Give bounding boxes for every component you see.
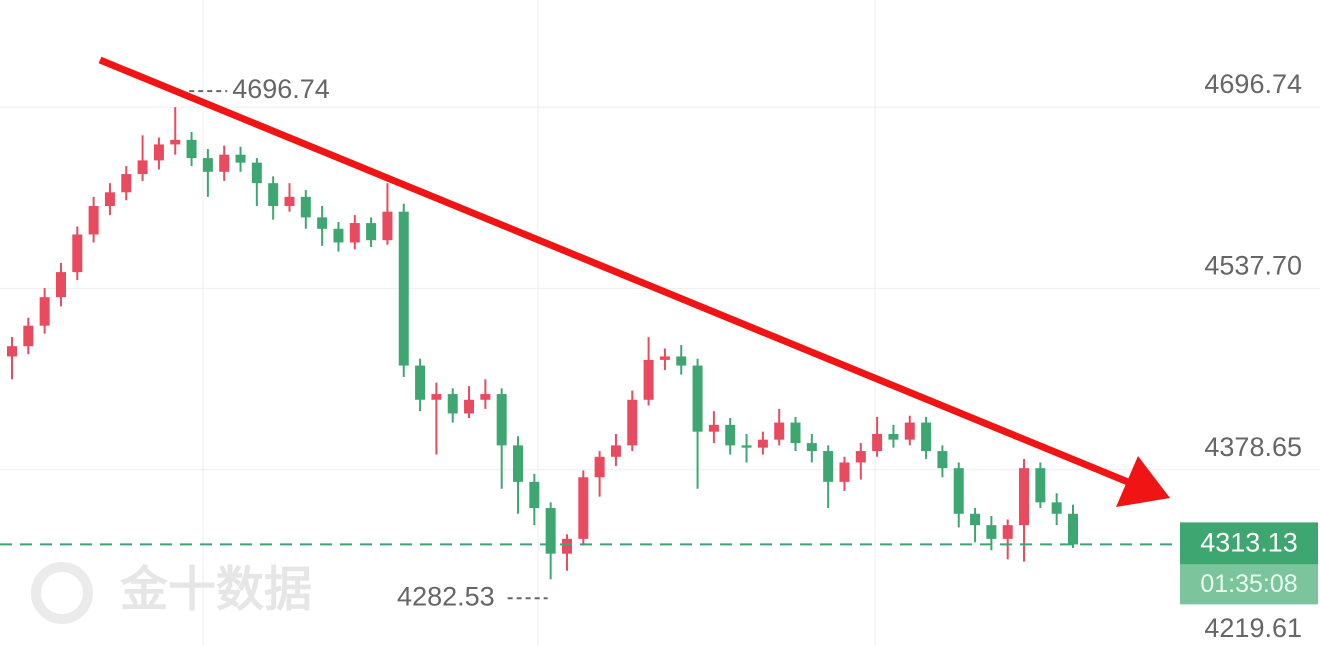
candles	[7, 107, 1078, 580]
candle-body	[1051, 502, 1062, 514]
candle-body	[480, 394, 491, 400]
y-tick-label: 4219.61	[1204, 613, 1302, 643]
candle-body	[545, 508, 556, 554]
candle-body	[937, 451, 948, 469]
candle-body	[88, 205, 99, 235]
candle-body	[986, 525, 997, 539]
arrow-head	[1116, 456, 1170, 507]
candle-body	[953, 468, 964, 514]
candle-body	[7, 346, 17, 357]
candle-body	[415, 365, 426, 400]
candle-body	[366, 223, 377, 241]
last-price-label: 4313.13	[1200, 528, 1298, 558]
candle-body	[904, 422, 915, 440]
candle-body	[970, 513, 981, 526]
candle-body	[382, 211, 393, 241]
candle-body	[692, 365, 703, 432]
candle-body	[251, 162, 262, 184]
trend-line	[98, 56, 1130, 486]
candle-body	[121, 174, 132, 193]
candle-body	[921, 422, 932, 452]
candle-body	[137, 160, 148, 175]
watermark: 金十数据	[119, 564, 312, 617]
candle-body	[72, 234, 83, 273]
candle-body	[300, 196, 311, 218]
candle-body	[806, 443, 817, 452]
last-price-box	[1180, 522, 1318, 565]
candle-body	[790, 422, 801, 444]
candle-body	[774, 422, 785, 440]
candle-body	[643, 359, 654, 400]
countdown-box	[1180, 564, 1318, 605]
candle-body	[186, 139, 197, 159]
candle-body	[349, 223, 360, 243]
watermark-group: 金十数据	[31, 562, 312, 624]
candle-body	[447, 394, 458, 414]
candle-body	[757, 439, 768, 448]
candle-body	[741, 445, 752, 448]
time-grid	[202, 0, 876, 646]
candle-body	[496, 394, 507, 446]
max-marker-label: 4696.74	[232, 74, 330, 104]
candle-body	[513, 445, 524, 482]
candle-body	[725, 424, 736, 446]
candle-body	[55, 272, 66, 298]
watermark-logo	[31, 562, 93, 624]
candle-body	[170, 139, 181, 145]
candle-body	[464, 399, 475, 414]
candle-body	[872, 433, 883, 452]
candle-body	[659, 356, 670, 360]
candle-body	[676, 356, 687, 366]
candle-body	[104, 192, 115, 206]
candle-body	[284, 196, 295, 206]
y-tick-label: 4696.74	[1204, 69, 1302, 99]
candle-body	[1035, 468, 1046, 503]
candle-body	[1019, 468, 1030, 526]
candle-body	[529, 481, 540, 509]
candle-body	[235, 154, 246, 163]
countdown: 01:35:08	[1200, 570, 1297, 598]
candle-body	[219, 154, 230, 172]
candle-body	[855, 451, 866, 463]
candle-body	[1068, 513, 1078, 545]
candle-body	[594, 456, 605, 478]
candle-body	[1002, 525, 1013, 539]
candle-body	[268, 183, 279, 206]
candle-body	[398, 211, 409, 366]
candle-body	[578, 477, 589, 539]
overlay: 4696.74 4282.53 4313.13 01:35:08	[0, 74, 1318, 611]
y-tick-label: 4378.65	[1204, 432, 1302, 462]
min-marker-label: 4282.53	[397, 581, 495, 611]
candle-body	[431, 394, 442, 400]
candle-body	[317, 217, 328, 229]
candle-body	[888, 433, 899, 440]
candle-body	[202, 158, 213, 172]
candle-body	[627, 399, 638, 446]
candle-body	[839, 462, 850, 482]
candle-body	[39, 297, 50, 326]
candle-body	[561, 538, 572, 554]
candle-body	[708, 424, 719, 432]
candle-body	[333, 228, 344, 243]
candle-body	[823, 451, 834, 482]
candle-body	[23, 325, 34, 347]
trend-arrow	[98, 56, 1170, 507]
grid: 4696.74 4537.70 4378.65 4219.61	[0, 69, 1320, 643]
y-tick-label: 4537.70	[1204, 251, 1302, 281]
candle-body	[610, 445, 621, 457]
candle-body	[153, 144, 164, 161]
